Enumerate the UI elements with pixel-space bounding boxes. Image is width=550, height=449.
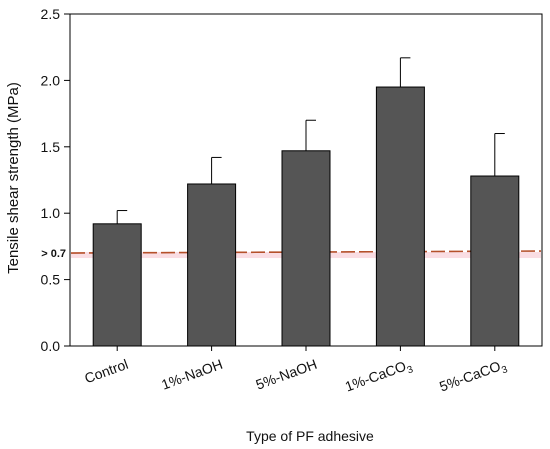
y-tick-label: 0.0 [41,338,61,354]
y-tick-label: 2.0 [41,72,61,88]
y-ticks-group: 0.0 0.5 1.0 1.5 2.0 2.5 [41,6,70,354]
y-axis-label: Tensile shear strength (MPa) [5,82,22,274]
x-axis-label: Type of PF adhesive [246,428,374,444]
x-tick-label: 1%-CaCO3 [343,356,415,399]
y-tick-label: 2.5 [41,6,61,22]
bar [470,175,520,347]
bar [375,86,425,347]
y-tick-label: 1.5 [41,139,61,155]
y-tick-label: 1.0 [41,205,61,221]
error-bars-group [116,57,505,224]
bar [281,150,331,347]
x-tick-label: Control [82,356,130,386]
x-tick-label: 5%-NaOH [254,356,319,393]
x-tick-label: 5%-CaCO3 [437,356,509,399]
reference-label: > 0.7 [41,248,66,260]
bar [92,223,142,347]
x-tick-label: 1%-NaOH [159,356,224,393]
bars-group [92,86,520,347]
x-ticks-group: Control 1%-NaOH 5%-NaOH 1%-CaCO3 5%-CaCO3 [82,346,510,399]
bar [187,183,237,347]
y-tick-label: 0.5 [41,272,61,288]
